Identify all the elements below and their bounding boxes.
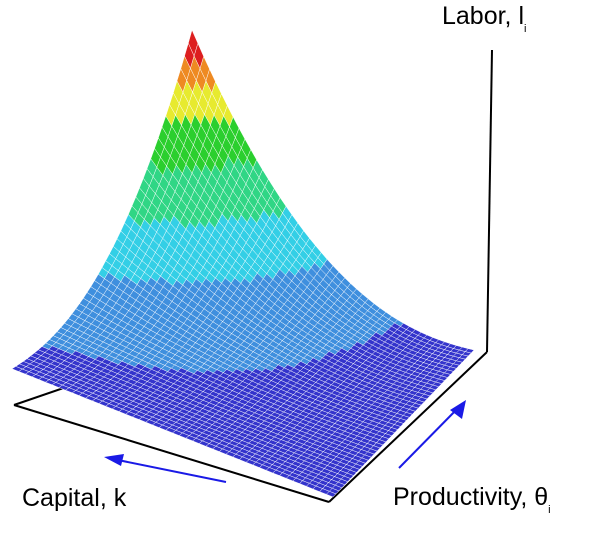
z-axis-label: Labor, li	[442, 2, 527, 35]
surface-cell	[325, 491, 337, 498]
x-axis-label: Capital, k	[22, 484, 127, 512]
productivity-direction-arrow	[398, 403, 463, 469]
y-axis-label: Productivity, θi	[393, 483, 551, 516]
z-axis-line	[486, 49, 493, 353]
floor-left-edge	[13, 404, 330, 503]
labor-surface	[11, 29, 475, 498]
capital-arrowhead	[104, 454, 124, 466]
capital-direction-arrow	[107, 457, 227, 483]
productivity-arrowhead	[450, 400, 466, 419]
floor-front-edge	[328, 351, 488, 503]
direction-arrows	[104, 400, 466, 483]
